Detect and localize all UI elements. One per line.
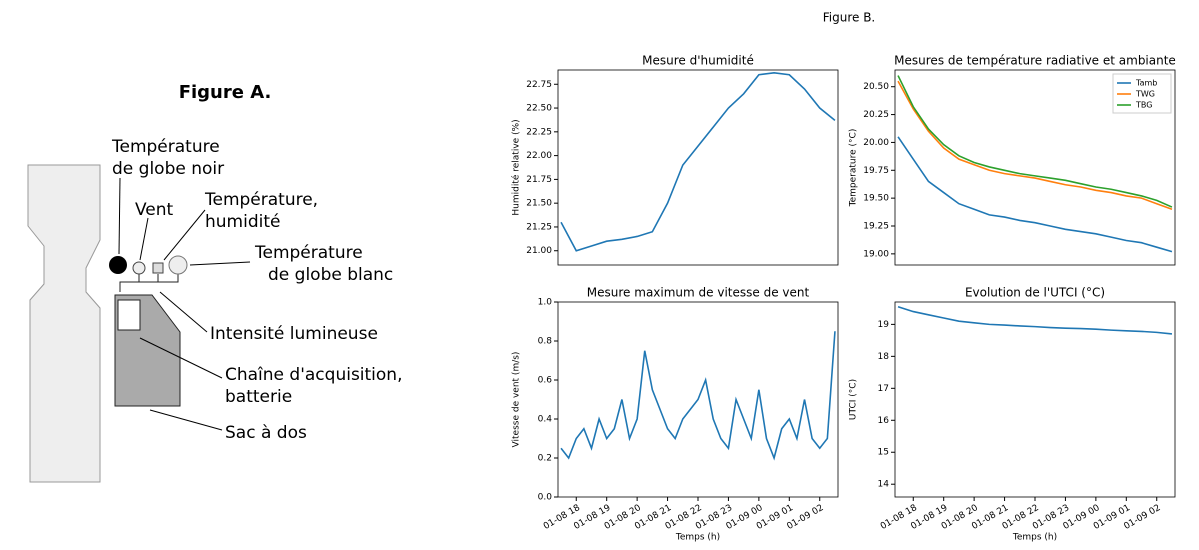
diagram-label: de globe noir [112,159,224,179]
diagram-label: de globe blanc [268,265,393,285]
data-line [560,331,836,461]
y-tick-label: 22.25 [526,127,552,137]
x-axis-label: Temps (h) [675,533,720,543]
black-globe [109,256,127,274]
y-tick-label: 17 [878,384,889,394]
data-line [897,136,1173,253]
x-axis-label: Temps (h) [1012,533,1057,543]
y-tick-label: 21.75 [526,175,552,185]
data-line [897,306,1173,335]
data-line [897,75,1173,208]
y-axis-label: Temperature (°C) [849,129,859,208]
figure-b-title: Figure B. [823,11,876,25]
diagram-label: Vent [135,200,174,220]
y-tick-label: 20.00 [863,138,889,148]
humidity-sensor [152,262,164,274]
acquisition-box [117,299,141,331]
y-tick-label: 20.50 [863,82,889,92]
y-axis-label: UTCI (°C) [849,379,859,420]
diagram-label: Température, [204,190,318,210]
white-globe [168,255,188,275]
diagram-label: Température [111,137,220,157]
plot-frame [557,69,839,266]
arrows [118,177,251,431]
y-tick-label: 21.00 [526,246,552,256]
chart-title: Mesures de température radiative et ambi… [894,54,1176,68]
figure-a-title: Figure A. [179,82,272,103]
diagram-label: Sac à dos [225,423,307,443]
sensor-mount [119,274,179,292]
y-tick-label: 0.8 [538,337,553,347]
chart-title: Evolution de l'UTCI (°C) [965,286,1105,300]
diagram-label: Intensité lumineuse [210,324,378,344]
data-line [560,72,836,252]
plot-frame [557,301,839,498]
y-tick-label: 14 [878,480,890,490]
y-tick-label: 0.2 [538,454,552,464]
y-tick-label: 1.0 [538,298,553,308]
y-tick-label: 0.4 [538,415,553,425]
plot-frame [894,301,1176,498]
diagram-label: Température [254,243,363,263]
legend-label: TWG [1135,90,1155,99]
y-tick-label: 0.0 [538,493,553,503]
data-line [897,80,1173,211]
chart-title: Mesure d'humidité [642,54,754,68]
y-axis-label: Vitesse de vent (m/s) [512,352,522,448]
y-tick-label: 19.25 [863,222,889,232]
legend-label: Tamb [1135,79,1157,88]
diagram-label: batterie [225,387,292,407]
legend-label: TBG [1135,101,1152,110]
plot-frame [894,69,1176,266]
y-tick-label: 15 [878,448,889,458]
y-tick-label: 16 [878,416,890,426]
wind-sensor [132,261,146,275]
y-axis-label: Humidité relative (%) [511,119,522,215]
y-tick-label: 19.75 [863,166,889,176]
y-tick-label: 21.25 [526,222,552,232]
figure-a: Figure A. [27,82,272,483]
y-tick-label: 22.50 [526,104,552,114]
y-tick-label: 19.00 [863,249,889,259]
y-tick-label: 19 [878,320,890,330]
person-silhouette [27,164,101,483]
diagram-label: Chaîne d'acquisition, [225,365,403,385]
y-tick-label: 0.6 [538,376,553,386]
y-tick-label: 22.75 [526,80,552,90]
diagram-label: humidité [205,212,280,232]
y-tick-label: 22.00 [526,151,552,161]
y-tick-label: 18 [878,352,890,362]
y-tick-label: 19.50 [863,194,889,204]
y-tick-label: 20.25 [863,110,889,120]
y-tick-label: 21.50 [526,199,552,209]
chart-title: Mesure maximum de vitesse de vent [587,286,810,300]
